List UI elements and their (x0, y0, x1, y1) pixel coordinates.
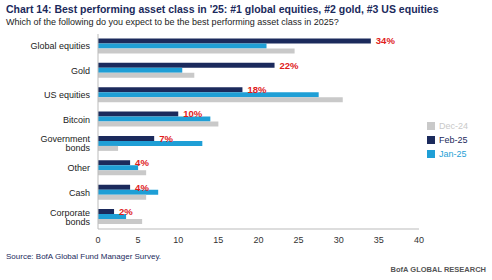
svg-text:Corporatebonds: Corporatebonds (50, 208, 91, 227)
svg-text:Global equities: Global equities (30, 41, 90, 51)
svg-text:Other: Other (67, 163, 90, 173)
svg-text:18%: 18% (247, 84, 267, 95)
html-text:Which of the following do you: Which of the following do you expect to … (6, 17, 339, 27)
svg-text:40: 40 (414, 235, 424, 245)
svg-text:4%: 4% (135, 157, 149, 168)
svg-text:2%: 2% (119, 206, 133, 217)
html-text:Jan-25: Jan-25 (439, 148, 467, 159)
svg-text:Bitcoin: Bitcoin (63, 115, 90, 125)
svg-text:Governmentbonds: Governmentbonds (40, 134, 90, 153)
svg-text:10%: 10% (183, 108, 203, 119)
html-text:Chart 14: Best performing asse: Chart 14: Best performing asset class in… (6, 3, 439, 15)
html-text:BofA GLOBAL RESEARCH: BofA GLOBAL RESEARCH (390, 265, 486, 274)
svg-text:US equities: US equities (44, 90, 91, 100)
html-text:Feb-25: Feb-25 (439, 134, 468, 145)
svg-text:10: 10 (173, 235, 183, 245)
svg-text:35: 35 (374, 235, 384, 245)
svg-text:4%: 4% (135, 182, 149, 193)
svg-text:34%: 34% (376, 35, 396, 46)
svg-text:7%: 7% (159, 133, 173, 144)
svg-text:15: 15 (213, 235, 223, 245)
svg-text:30: 30 (334, 235, 344, 245)
svg-text:Gold: Gold (71, 66, 90, 76)
svg-text:0: 0 (95, 235, 100, 245)
html-text:Source: BofA Global Fund Manag: Source: BofA Global Fund Manager Survey. (6, 252, 161, 261)
svg-text:20: 20 (253, 235, 263, 245)
svg-text:5: 5 (136, 235, 141, 245)
svg-text:25: 25 (294, 235, 304, 245)
html-text:Dec-24: Dec-24 (439, 120, 468, 131)
svg-text:22%: 22% (280, 60, 300, 71)
svg-text:Cash: Cash (69, 188, 90, 198)
